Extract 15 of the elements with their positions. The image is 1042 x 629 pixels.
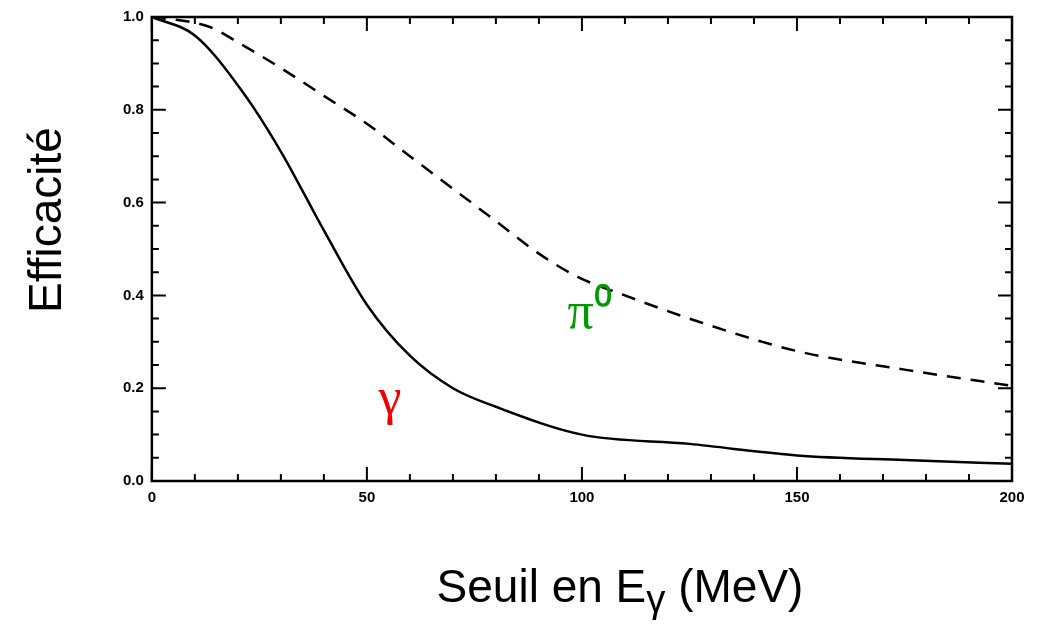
y-tick-label: 0.4 [122, 285, 145, 303]
y-tick-label: 0.6 [122, 192, 144, 210]
x-tick-label: 100 [569, 488, 595, 506]
y-tick-label: 0.8 [122, 99, 144, 117]
series-label: π⁰ [567, 282, 612, 340]
x-tick-label: 50 [358, 488, 376, 506]
x-tick-label: 150 [784, 488, 810, 506]
y-tick-label: 1.0 [122, 7, 144, 25]
y-tick-label: 0.2 [122, 378, 144, 396]
series-label: γ [377, 368, 402, 426]
x-axis-title: Seuil en E$_{γ}$ (MeV) [436, 558, 804, 622]
y-tick-label: 0.0 [122, 471, 144, 489]
y-axis-title: Efficacité [18, 127, 72, 313]
x-tick-label: 0 [147, 488, 157, 506]
x-tick-label: 200 [999, 488, 1025, 506]
